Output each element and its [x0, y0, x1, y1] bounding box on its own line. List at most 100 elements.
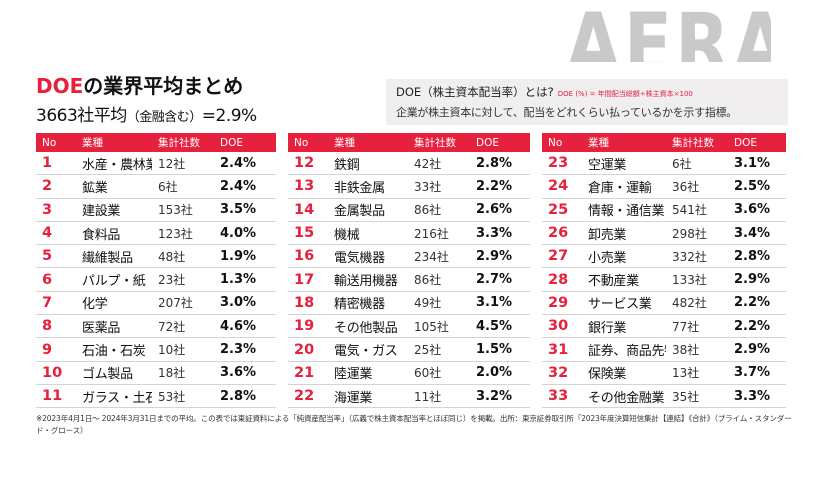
- table-header-row: No 業種 集計社数 DOE: [36, 133, 276, 152]
- cell-doe: 4.5%: [470, 314, 530, 339]
- cell-doe: 2.2%: [470, 174, 530, 199]
- cell-no: 29: [542, 291, 582, 316]
- cell-count: 49社: [408, 291, 470, 316]
- subtitle-main: 3663社平均: [36, 106, 127, 126]
- table-row: 13 非鉄金属 33社 2.2%: [288, 174, 530, 199]
- cell-doe: 2.3%: [214, 337, 276, 362]
- cell-doe: 2.2%: [728, 314, 786, 339]
- table-row: 7 化学 207社 3.0%: [36, 291, 276, 316]
- definition-box: DOE（株主資本配当率）とは? DOE (%) = 年間配当総額÷株主資本×100…: [386, 79, 788, 125]
- table-row: 9 石油・石炭 10社 2.3%: [36, 337, 276, 362]
- cell-count: 48社: [152, 244, 214, 269]
- column-header-count: 集計社数: [408, 133, 470, 152]
- title-accent: DOE: [36, 74, 84, 98]
- cell-industry: 水産・農林業: [76, 152, 152, 176]
- cell-doe: 3.4%: [728, 221, 786, 246]
- cell-count: 332社: [666, 244, 728, 269]
- table-row: 15 機械 216社 3.3%: [288, 221, 530, 246]
- cell-count: 42社: [408, 152, 470, 176]
- cell-doe: 2.4%: [214, 152, 276, 176]
- cell-no: 20: [288, 337, 328, 362]
- cell-count: 123社: [152, 221, 214, 246]
- cell-no: 4: [36, 221, 76, 246]
- cell-industry: 化学: [76, 291, 152, 316]
- cell-doe: 3.5%: [214, 198, 276, 222]
- table-row: 27 小売業 332社 2.8%: [542, 244, 786, 269]
- cell-count: 38社: [666, 337, 728, 362]
- table-row: 17 輸送用機器 86社 2.7%: [288, 267, 530, 292]
- column-header-count: 集計社数: [666, 133, 728, 152]
- table-row: 16 電気機器 234社 2.9%: [288, 244, 530, 269]
- cell-industry: 情報・通信業: [582, 198, 666, 222]
- cell-count: 11社: [408, 384, 470, 409]
- cell-doe: 2.7%: [470, 267, 530, 292]
- definition-heading: DOE（株主資本配当率）とは?: [396, 85, 554, 99]
- cell-industry: その他金融業: [582, 384, 666, 409]
- cell-industry: 精密機器: [328, 291, 408, 316]
- cell-doe: 3.2%: [470, 384, 530, 409]
- table-row: 33 その他金融業 35社 3.3%: [542, 384, 786, 409]
- cell-count: 234社: [408, 244, 470, 269]
- cell-doe: 1.9%: [214, 244, 276, 269]
- cell-doe: 2.6%: [470, 198, 530, 222]
- cell-doe: 1.5%: [470, 337, 530, 362]
- industry-table-2: No 業種 集計社数 DOE 12 鉄鋼 42社 2.8% 13 非鉄金属 33社 2.2% 14 金属製…: [288, 133, 530, 409]
- subtitle-paren: （金融含む）: [126, 110, 203, 125]
- cell-industry: 医薬品: [76, 314, 152, 339]
- cell-count: 13社: [666, 361, 728, 385]
- cell-count: 216社: [408, 221, 470, 246]
- table-row: 20 電気・ガス 25社 1.5%: [288, 337, 530, 362]
- table-row: 32 保険業 13社 3.7%: [542, 361, 786, 385]
- table-row: 30 銀行業 77社 2.2%: [542, 314, 786, 339]
- page-title: DOEの業界平均まとめ: [36, 70, 243, 99]
- cell-doe: 2.9%: [470, 244, 530, 269]
- cell-no: 9: [36, 337, 76, 362]
- cell-industry: 小売業: [582, 244, 666, 269]
- cell-count: 35社: [666, 384, 728, 409]
- cell-industry: 繊維製品: [76, 244, 152, 269]
- cell-count: 10社: [152, 337, 214, 362]
- cell-count: 207社: [152, 291, 214, 316]
- cell-count: 153社: [152, 198, 214, 222]
- cell-no: 16: [288, 244, 328, 269]
- cell-count: 482社: [666, 291, 728, 316]
- cell-doe: 2.8%: [214, 384, 276, 409]
- cell-count: 18社: [152, 361, 214, 385]
- cell-industry: 倉庫・運輸: [582, 174, 666, 199]
- cell-no: 32: [542, 361, 582, 385]
- cell-no: 27: [542, 244, 582, 269]
- cell-industry: 証券、商品先物: [582, 337, 666, 362]
- cell-no: 2: [36, 174, 76, 199]
- table-row: 28 不動産業 133社 2.9%: [542, 267, 786, 292]
- table-header-row: No 業種 集計社数 DOE: [288, 133, 530, 152]
- cell-industry: 銀行業: [582, 314, 666, 339]
- table-row: 6 パルプ・紙 23社 1.3%: [36, 267, 276, 292]
- cell-count: 133社: [666, 267, 728, 292]
- cell-no: 1: [36, 152, 76, 176]
- cell-count: 6社: [666, 152, 728, 176]
- page-subtitle: 3663社平均（金融含む）=2.9%: [36, 101, 257, 126]
- cell-industry: 空運業: [582, 152, 666, 176]
- cell-industry: 鉱業: [76, 174, 152, 199]
- table-row: 22 海運業 11社 3.2%: [288, 384, 530, 409]
- column-header-industry: 業種: [582, 133, 666, 152]
- table-row: 2 鉱業 6社 2.4%: [36, 174, 276, 199]
- cell-count: 12社: [152, 152, 214, 176]
- cell-count: 298社: [666, 221, 728, 246]
- column-header-industry: 業種: [76, 133, 152, 152]
- cell-no: 13: [288, 174, 328, 199]
- cell-industry: 石油・石炭: [76, 337, 152, 362]
- cell-doe: 2.8%: [470, 152, 530, 176]
- cell-industry: 電気機器: [328, 244, 408, 269]
- cell-no: 17: [288, 267, 328, 292]
- table-row: 5 繊維製品 48社 1.9%: [36, 244, 276, 269]
- cell-industry: サービス業: [582, 291, 666, 316]
- cell-doe: 3.6%: [214, 361, 276, 385]
- cell-count: 72社: [152, 314, 214, 339]
- table-row: 26 卸売業 298社 3.4%: [542, 221, 786, 246]
- definition-formula: DOE (%) = 年間配当総額÷株主資本×100: [557, 90, 693, 98]
- cell-no: 22: [288, 384, 328, 409]
- cell-no: 31: [542, 337, 582, 362]
- table-row: 21 陸運業 60社 2.0%: [288, 361, 530, 385]
